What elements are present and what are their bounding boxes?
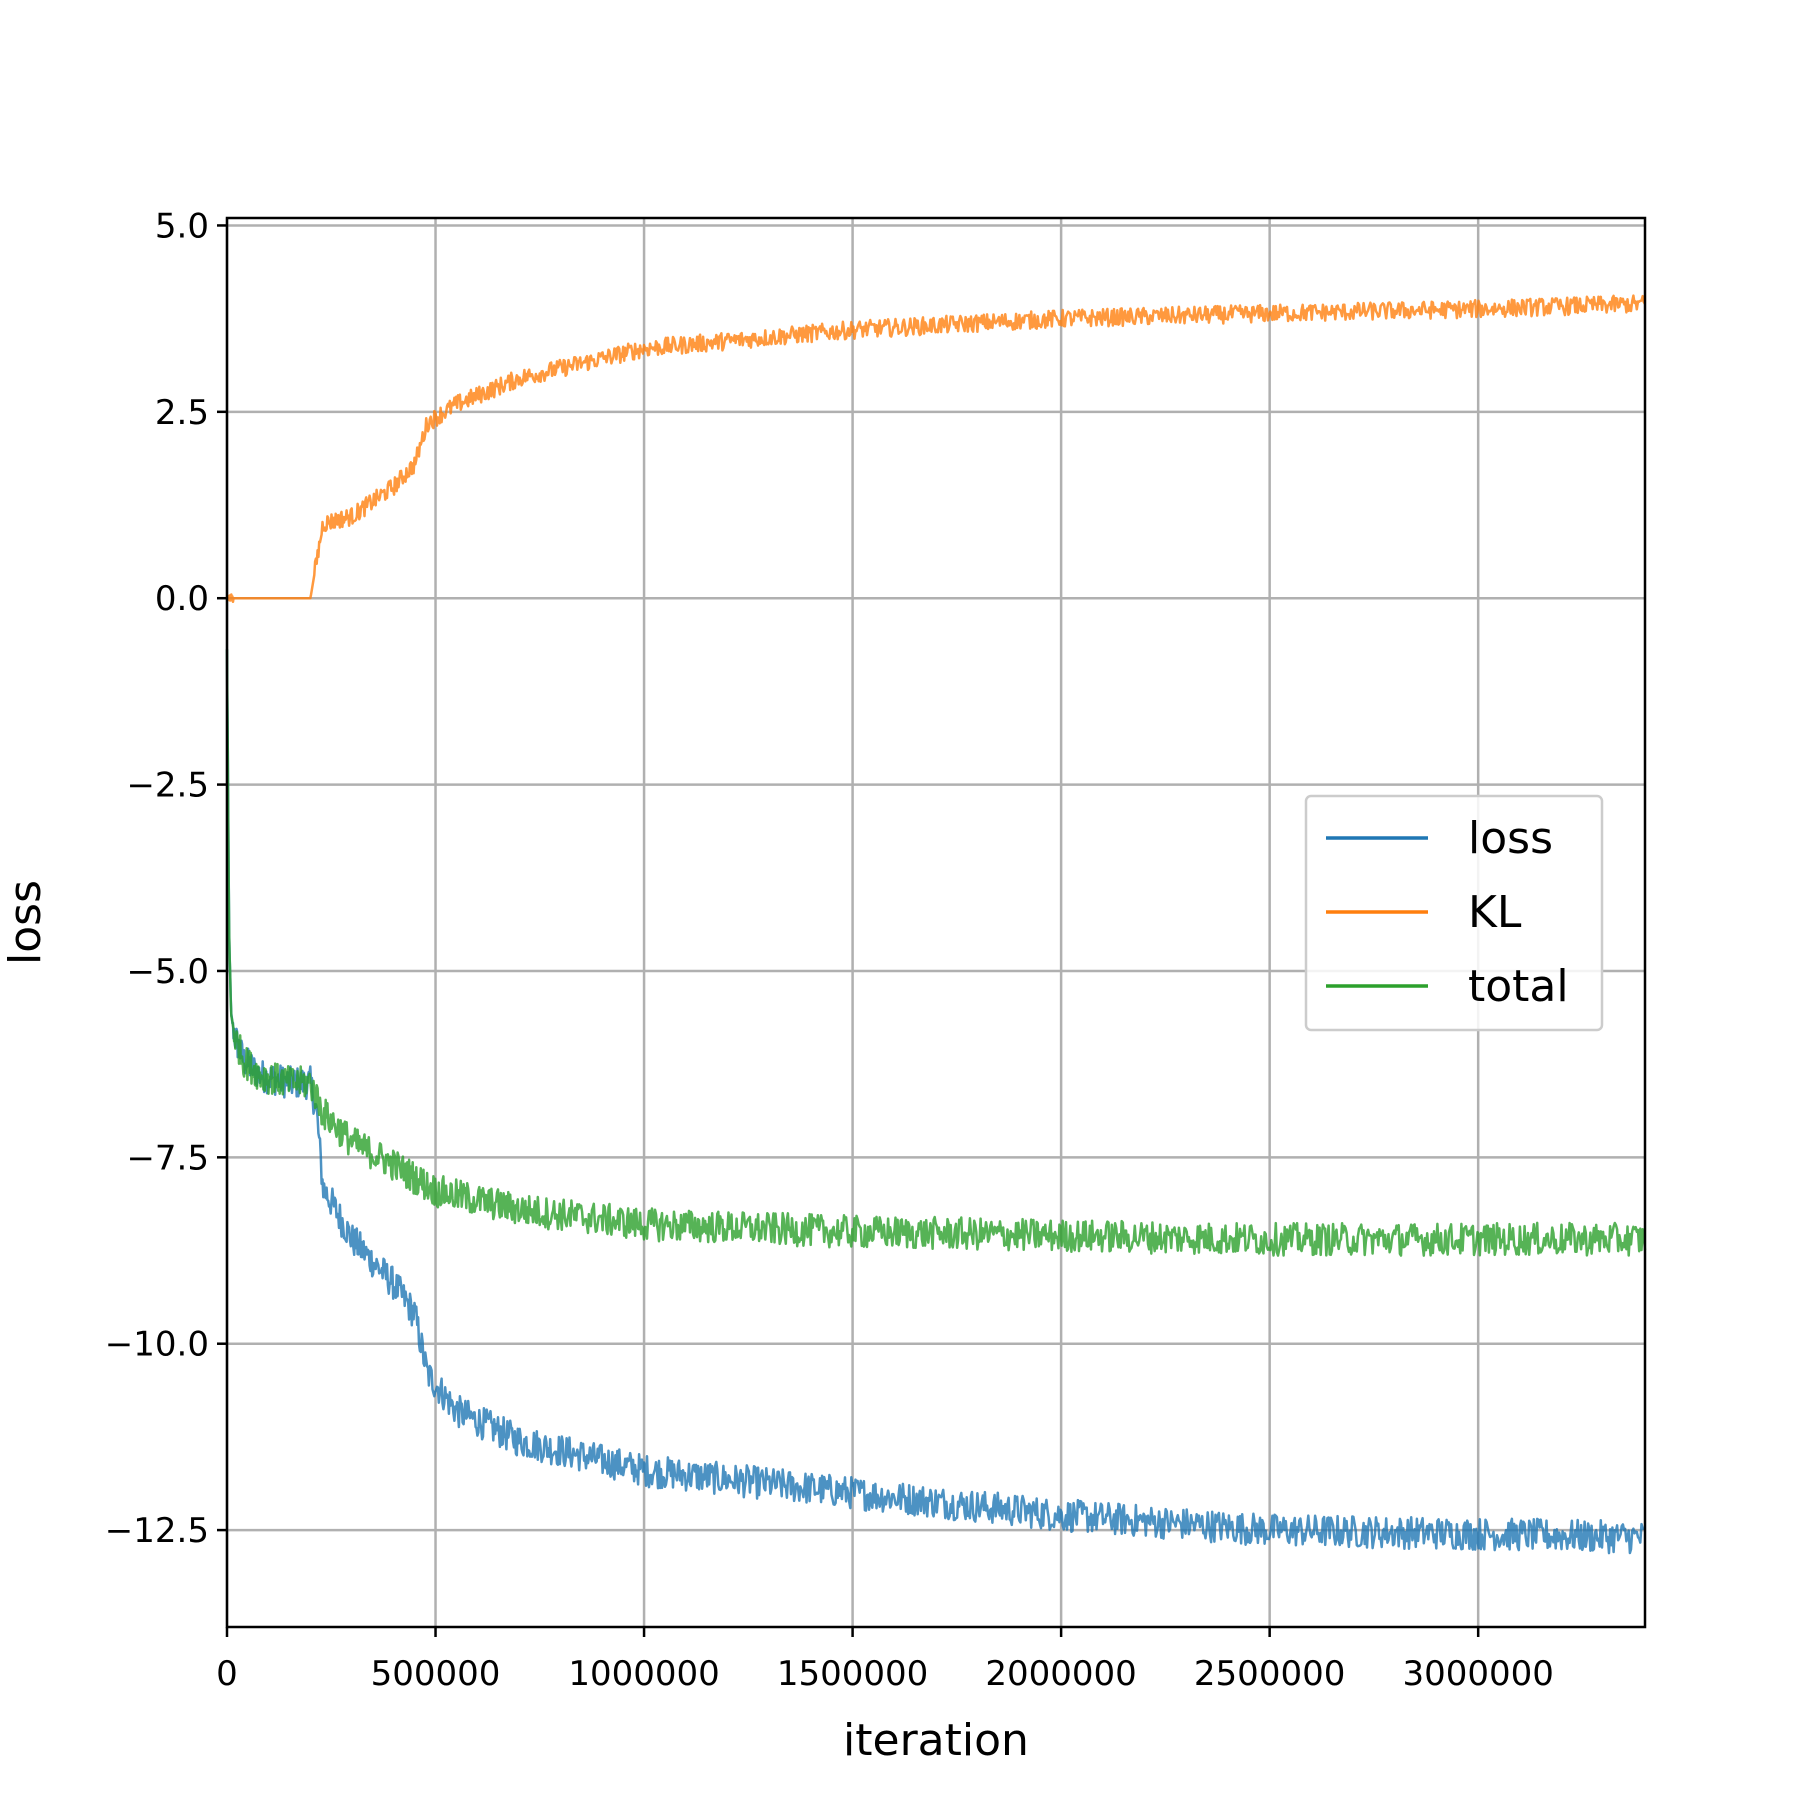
legend-label-kl: KL: [1468, 887, 1522, 938]
x-axis-label: iteration: [843, 1715, 1029, 1766]
x-tick-label: 3000000: [1402, 1654, 1553, 1694]
y-tick-label: 2.5: [155, 393, 209, 433]
x-tick-label: 1000000: [568, 1654, 719, 1694]
plot-frame: [225, 216, 1647, 1629]
y-tick-label: −10.0: [105, 1325, 209, 1365]
y-tick-label: 0.0: [155, 579, 209, 619]
y-tick-label: 5.0: [155, 206, 209, 246]
x-tick-label: 2000000: [985, 1654, 1136, 1694]
y-tick-label: −2.5: [126, 766, 209, 806]
y-axis-label: loss: [0, 880, 51, 965]
grid-lines: [225, 218, 1645, 1627]
series-line-kl: [225, 294, 1647, 604]
axis-ticks: 0 500000 1000000 1500000 2000000 2500000 30000…: [105, 206, 1554, 1694]
series-layer: [225, 294, 1647, 1555]
x-tick-label: 0: [216, 1654, 238, 1694]
y-tick-label: −5.0: [126, 952, 209, 992]
legend: loss KL total: [1304, 794, 1604, 1032]
x-tick-label: 1500000: [777, 1654, 928, 1694]
legend-label-total: total: [1468, 961, 1569, 1012]
y-tick-label: −7.5: [126, 1138, 209, 1178]
x-tick-label: 2500000: [1194, 1654, 1345, 1694]
x-tick-label: 500000: [371, 1654, 501, 1694]
legend-label-loss: loss: [1468, 813, 1553, 864]
y-tick-label: −12.5: [105, 1511, 209, 1551]
legend-box: [1304, 794, 1604, 1032]
series-line-loss: [225, 649, 1646, 1555]
series-line-total: [225, 649, 1647, 1257]
